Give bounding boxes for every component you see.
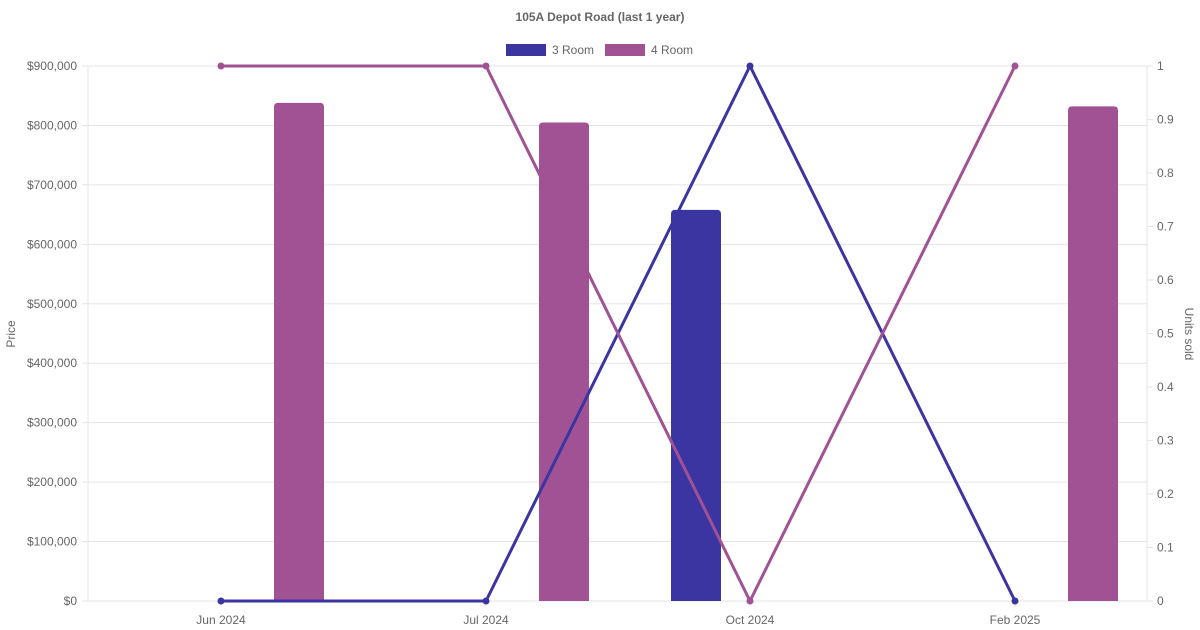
right-tick-label: 0 <box>1157 594 1164 608</box>
units-point-3-room[interactable] <box>217 597 225 605</box>
left-tick-label: $0 <box>64 594 78 608</box>
x-tick-label: Feb 2025 <box>990 613 1041 627</box>
right-tick-label: 1 <box>1157 59 1164 73</box>
price-bar-4-room[interactable] <box>274 102 324 601</box>
right-tick-label: 0.8 <box>1157 166 1174 180</box>
right-axis-title: Units sold <box>1182 308 1196 361</box>
left-tick-label: $500,000 <box>27 297 77 311</box>
x-tick-label: Oct 2024 <box>726 613 775 627</box>
left-tick-label: $700,000 <box>27 178 77 192</box>
right-tick-label: 0.6 <box>1157 273 1174 287</box>
x-tick-label: Jun 2024 <box>196 613 246 627</box>
left-tick-label: $600,000 <box>27 237 77 251</box>
legend-item-3-room[interactable]: 3 Room <box>506 43 594 57</box>
left-tick-label: $800,000 <box>27 118 77 132</box>
gridlines <box>82 65 1153 607</box>
units-point-3-room[interactable] <box>1011 597 1019 605</box>
left-tick-label: $100,000 <box>27 535 77 549</box>
right-tick-label: 0.7 <box>1157 220 1174 234</box>
left-axis-ticks: $0 $100,000 $200,000 $300,000 $400,000 $500,0… <box>27 59 77 608</box>
price-bar-4-room[interactable] <box>539 122 589 601</box>
units-sold-lines <box>217 62 1019 605</box>
units-point-4-room[interactable] <box>217 62 225 70</box>
units-point-3-room[interactable] <box>482 597 490 605</box>
legend-swatch-3-room <box>506 44 546 56</box>
left-tick-label: $200,000 <box>27 475 77 489</box>
units-point-4-room[interactable] <box>746 597 754 605</box>
right-tick-label: 0.9 <box>1157 113 1174 127</box>
right-tick-label: 0.5 <box>1157 327 1174 341</box>
right-tick-label: 0.4 <box>1157 380 1174 394</box>
x-tick-label: Jul 2024 <box>463 613 509 627</box>
units-point-3-room[interactable] <box>746 62 754 70</box>
units-point-4-room[interactable] <box>482 62 490 70</box>
right-tick-label: 0.2 <box>1157 487 1174 501</box>
left-tick-label: $300,000 <box>27 416 77 430</box>
legend[interactable]: 3 Room 4 Room <box>506 43 693 57</box>
price-bar-3-room[interactable] <box>671 209 721 601</box>
legend-item-4-room[interactable]: 4 Room <box>605 43 693 57</box>
right-tick-label: 0.1 <box>1157 541 1174 555</box>
legend-swatch-4-room <box>605 44 645 56</box>
left-tick-label: $400,000 <box>27 356 77 370</box>
legend-label-4-room: 4 Room <box>651 43 693 57</box>
units-line-4-room <box>221 64 1017 603</box>
price-bar-4-room[interactable] <box>1068 106 1118 601</box>
left-tick-label: $900,000 <box>27 59 77 73</box>
legend-label-3-room: 3 Room <box>552 43 594 57</box>
left-axis-title: Price <box>4 320 18 348</box>
x-axis-ticks: Jun 2024 Jul 2024 Oct 2024 Feb 2025 <box>196 613 1040 627</box>
chart-title: 105A Depot Road (last 1 year) <box>516 10 685 24</box>
right-tick-label: 0.3 <box>1157 434 1174 448</box>
right-axis-ticks: 0 0.1 0.2 0.3 0.4 0.5 0.6 0.7 0.8 0.9 1 <box>1157 59 1174 608</box>
units-point-4-room[interactable] <box>1011 62 1019 70</box>
price-bars <box>274 102 1118 601</box>
